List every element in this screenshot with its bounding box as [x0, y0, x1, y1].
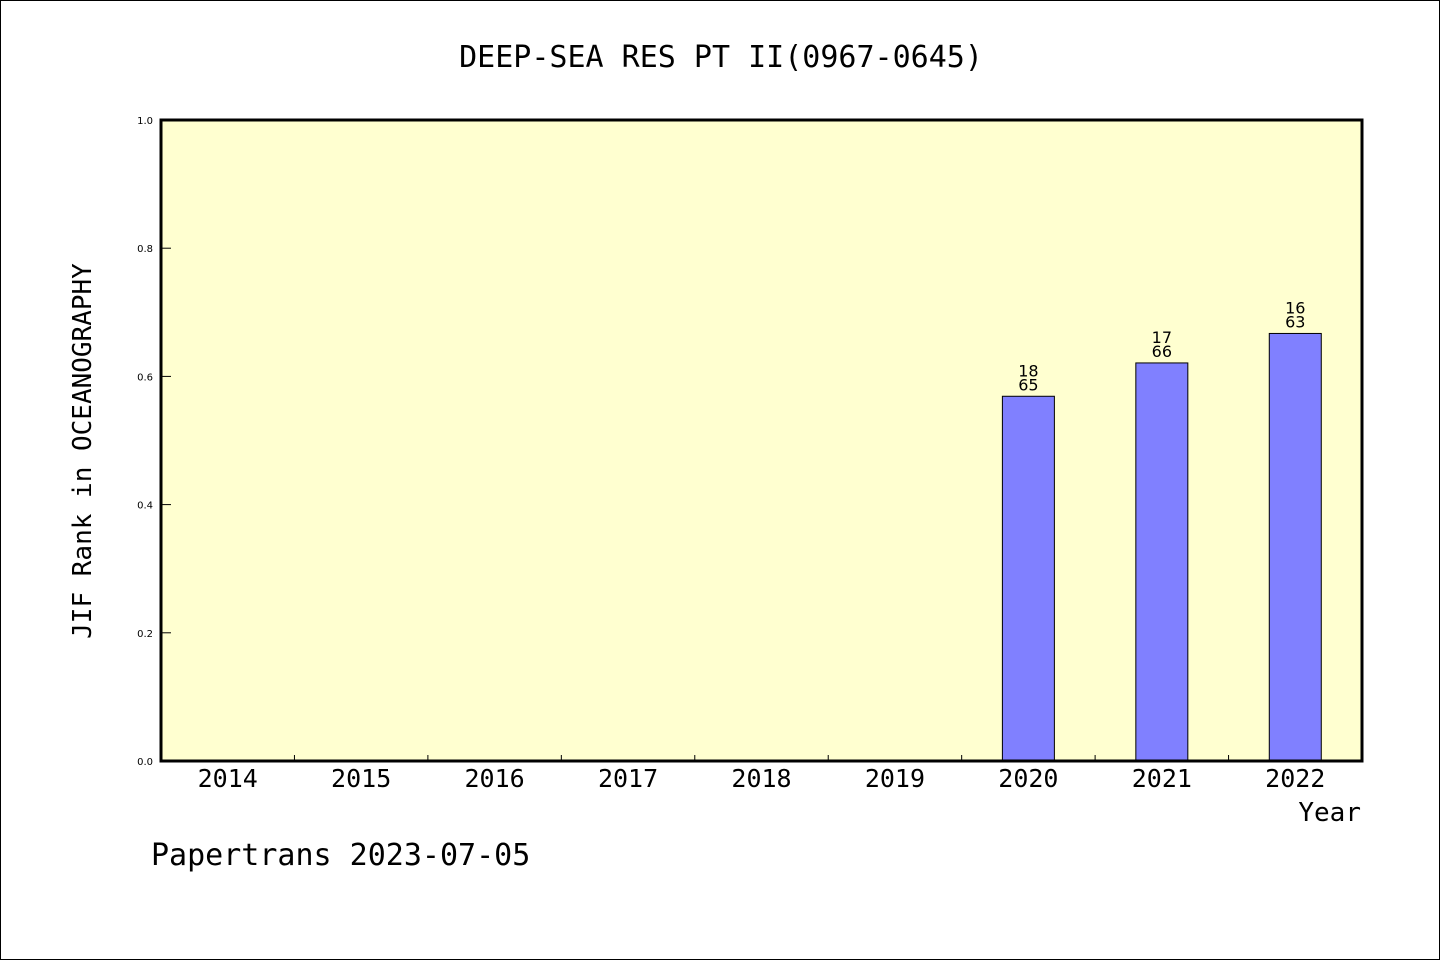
bar-2022	[1268, 332, 1322, 762]
y-tick-label: 0.2	[137, 629, 153, 640]
bar-total-label: 66	[1152, 342, 1172, 361]
bar-rank-label: 18	[1018, 361, 1038, 380]
y-axis-label: JIF Rank in OCEANOGRAPHY	[68, 263, 98, 639]
x-axis-label: Year	[1298, 798, 1361, 828]
footer-credit: Papertrans 2023-07-05	[151, 838, 530, 873]
x-tick-label: 2015	[331, 764, 391, 793]
x-tick-label: 2022	[1265, 764, 1325, 793]
y-tick-label: 0.6	[137, 372, 153, 383]
x-tick-label: 2017	[598, 764, 658, 793]
x-tick-label: 2021	[1132, 764, 1192, 793]
y-tick-label: 0.8	[137, 244, 153, 255]
chart-title: DEEP-SEA RES PT II(0967-0645)	[459, 40, 983, 75]
x-tick-label: 2020	[998, 764, 1058, 793]
bar-rank-label: 16	[1285, 298, 1305, 317]
y-tick-label: 0.4	[137, 501, 153, 512]
x-tick-label: 2014	[198, 764, 258, 793]
y-tick-label: 1.0	[137, 116, 153, 127]
x-tick-label: 2019	[865, 764, 925, 793]
bar-2020	[1001, 395, 1055, 762]
plot-frame	[159, 118, 1364, 763]
x-tick-label: 2016	[465, 764, 525, 793]
bar-total-label: 63	[1285, 312, 1305, 331]
x-tick-label: 2018	[731, 764, 791, 793]
y-tick-label: 0.0	[137, 757, 153, 768]
bar-total-label: 65	[1018, 375, 1038, 394]
x-axis: 2014 2015 2016 2017 2018 2019 2020 2021 2022	[198, 755, 1325, 793]
bar-2021	[1135, 362, 1189, 762]
bar-rank-label: 17	[1152, 328, 1172, 347]
